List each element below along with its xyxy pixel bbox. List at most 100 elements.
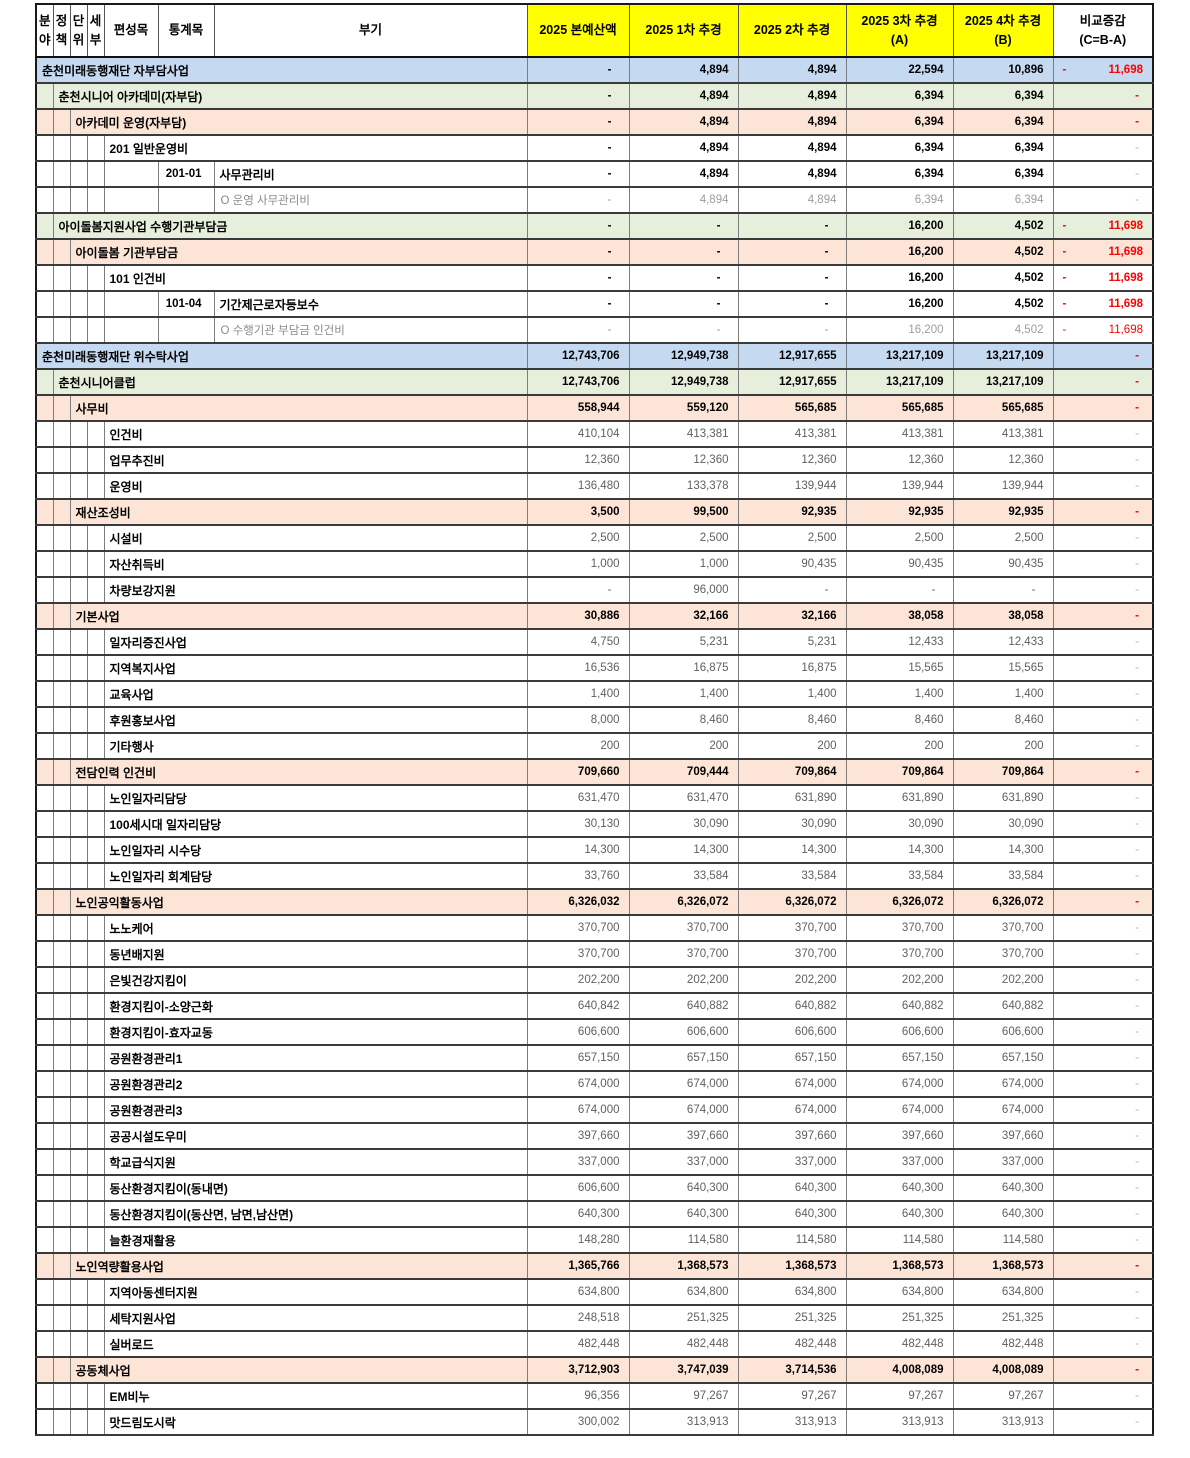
value-cell: 200 (952, 732, 1054, 760)
table-row: 노인일자리 시수당 14,300 14,300 14,300 14,300 14,300- (35, 836, 1154, 864)
value-cell: 1,400 (628, 680, 739, 708)
indent-cell (86, 576, 105, 604)
value-cell: 13,217,109 (845, 368, 954, 396)
diff-cell: - (1052, 472, 1154, 500)
value-cell: 97,267 (952, 1382, 1054, 1410)
value-cell: 397,660 (845, 1122, 954, 1150)
diff-cell: - (1052, 498, 1154, 526)
budget-sheet: 분 야 정 책 단 위 세 부 편성목 통계목 부기 2025 본예산액 202… (35, 3, 1154, 1436)
value-cell: 12,743,706 (526, 342, 630, 370)
table-row: O 운영 사무관리비 -4,894 4,894 6,394 6,394- (35, 186, 1154, 214)
value-cell: 674,000 (628, 1096, 739, 1124)
value-cell: 32,166 (628, 602, 739, 630)
value-cell: 709,660 (526, 758, 630, 786)
value-cell: 6,326,072 (845, 888, 954, 916)
indent-cell (86, 940, 105, 968)
row-label: 동산환경지킴이(동산면, 남면,남산면) (103, 1200, 528, 1228)
diff-cell: - (1052, 1226, 1154, 1254)
row-label: 사무비 (69, 394, 528, 422)
value-cell: 90,435 (845, 550, 954, 578)
value-cell: 30,090 (628, 810, 739, 838)
value-cell: 33,760 (526, 862, 630, 890)
value-cell: - (526, 134, 630, 162)
row-label: 춘천시니어 아카데미(자부담) (52, 82, 528, 110)
value-cell: 251,325 (737, 1304, 847, 1332)
table-row: 공원환경관리1 657,150 657,150 657,150 657,150 657,1… (35, 1044, 1154, 1072)
diff-cell: - (1052, 550, 1154, 578)
indent-cell (52, 888, 71, 916)
row-label: 기간제근로자등보수 (213, 290, 528, 318)
indent-cell (86, 1096, 105, 1124)
indent-cell (35, 1122, 54, 1150)
table-row: 인건비 410,104 413,381 413,381 413,381 413,381- (35, 420, 1154, 448)
indent-cell (69, 1408, 88, 1436)
indent-cell (35, 1278, 54, 1306)
indent-cell (86, 628, 105, 656)
row-label: 공동체사업 (69, 1356, 528, 1384)
value-cell: 8,000 (526, 706, 630, 734)
value-cell: 370,700 (737, 914, 847, 942)
value-cell: 370,700 (526, 914, 630, 942)
indent-cell (35, 810, 54, 838)
indent-cell (86, 264, 105, 292)
indent-cell (52, 186, 71, 214)
table-row: 환경지킴이-소양근화 640,842 640,882 640,882 640,882 64… (35, 992, 1154, 1020)
indent-cell (69, 446, 88, 474)
row-label: 동년배지원 (103, 940, 528, 968)
diff-cell: - (1052, 1200, 1154, 1228)
value-cell: 8,460 (845, 706, 954, 734)
value-cell: 13,217,109 (845, 342, 954, 370)
value-cell: 674,000 (845, 1096, 954, 1124)
value-cell: 709,444 (628, 758, 739, 786)
indent-cell (35, 134, 54, 162)
diff-cell: - (1052, 446, 1154, 474)
indent-cell (86, 1044, 105, 1072)
indent-cell (35, 966, 54, 994)
indent-cell (69, 1044, 88, 1072)
indent-cell (52, 498, 71, 526)
value-cell: 30,090 (845, 810, 954, 838)
indent-cell (35, 108, 54, 136)
diff-cell: - (1052, 1356, 1154, 1384)
value-cell: - (526, 56, 630, 84)
value-cell: 6,394 (952, 108, 1054, 136)
value-cell: 114,580 (845, 1226, 954, 1254)
indent-cell (69, 1278, 88, 1306)
indent-cell (86, 654, 105, 682)
indent-cell (86, 1304, 105, 1332)
value-cell: 251,325 (952, 1304, 1054, 1332)
header-row: 분 야 정 책 단 위 세 부 편성목 통계목 부기 2025 본예산액 202… (35, 3, 1154, 58)
col-header-diff: 비교증감 (C=B-A) (1052, 3, 1154, 58)
value-cell: 4,894 (737, 108, 847, 136)
value-cell: 397,660 (628, 1122, 739, 1150)
value-cell: 90,435 (952, 550, 1054, 578)
row-label: 노인일자리 시수당 (103, 836, 528, 864)
row-label: 지역복지사업 (103, 654, 528, 682)
indent-cell (103, 186, 159, 214)
value-cell: 674,000 (952, 1096, 1054, 1124)
diff-cell: - (1052, 758, 1154, 786)
value-cell: 96,000 (628, 576, 739, 604)
value-cell: 1,365,766 (526, 1252, 630, 1280)
indent-cell (52, 160, 71, 188)
col-header-supp4: 2025 4차 추경 (B) (952, 3, 1054, 58)
value-cell: 148,280 (526, 1226, 630, 1254)
value-cell: 3,714,536 (737, 1356, 847, 1384)
value-cell: 674,000 (952, 1070, 1054, 1098)
row-label: 환경지킴이-효자교동 (103, 1018, 528, 1046)
table-row: 교육사업 1,400 1,400 1,400 1,400 1,400- (35, 680, 1154, 708)
value-cell: 640,300 (737, 1200, 847, 1228)
value-cell: 606,600 (628, 1018, 739, 1046)
diff-cell: - (1052, 576, 1154, 604)
indent-cell (35, 862, 54, 890)
value-cell: - (526, 264, 630, 292)
value-cell: - (737, 316, 847, 344)
row-label: 자산취득비 (103, 550, 528, 578)
row-label: 은빛건강지킴이 (103, 966, 528, 994)
indent-cell (69, 992, 88, 1020)
indent-cell (86, 862, 105, 890)
value-cell: 3,712,903 (526, 1356, 630, 1384)
value-cell: 634,800 (628, 1278, 739, 1306)
value-cell: - (737, 264, 847, 292)
indent-cell (35, 732, 54, 760)
